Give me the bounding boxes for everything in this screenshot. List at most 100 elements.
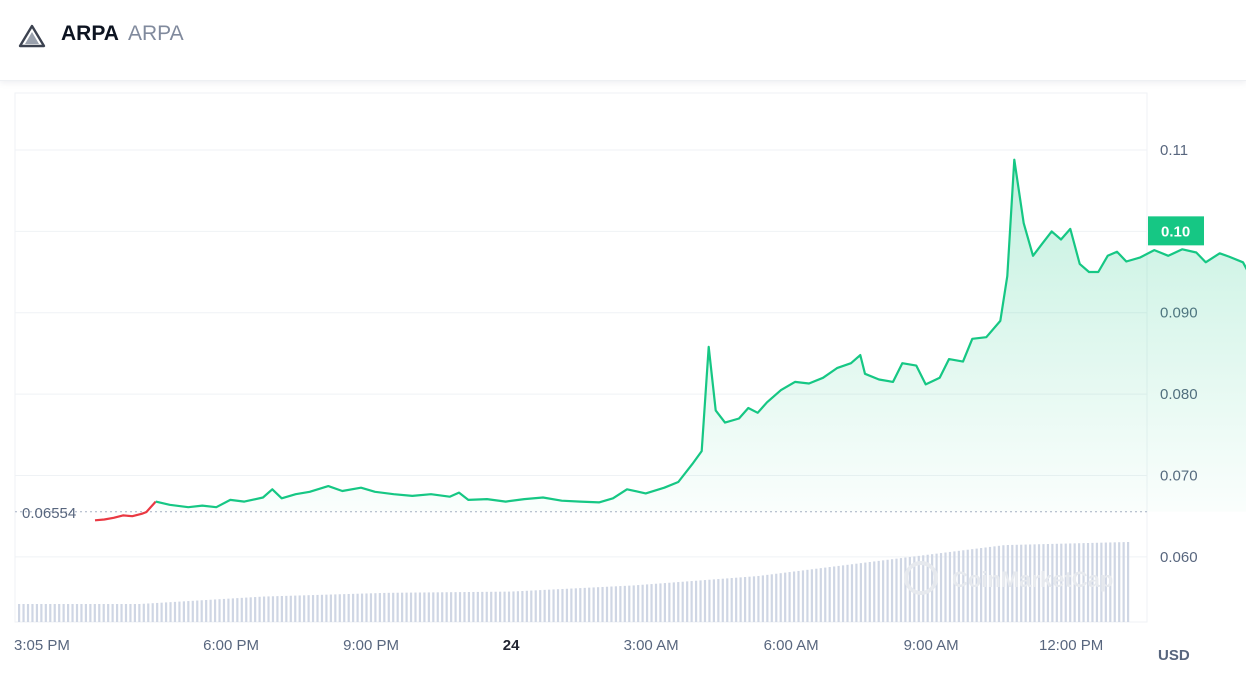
volume-bar (387, 592, 390, 622)
volume-bar (289, 595, 292, 622)
volume-bar (957, 550, 960, 622)
volume-bar (494, 591, 497, 622)
volume-bar (436, 592, 439, 622)
volume-bar (601, 586, 604, 622)
volume-bar (173, 601, 177, 622)
x-tick-label: 6:00 AM (764, 637, 819, 654)
volume-bar (254, 597, 257, 622)
volume-bar (899, 558, 903, 622)
volume-bar (739, 577, 742, 622)
volume-bar (1095, 542, 1099, 622)
volume-bar (22, 604, 25, 622)
volume-bar (610, 586, 613, 622)
volume-bar (1037, 544, 1041, 622)
volume-bar (227, 598, 230, 622)
volume-bar (129, 604, 132, 622)
volume-bar (939, 553, 943, 622)
volume-bar (775, 573, 778, 622)
volume-bar (824, 567, 827, 622)
volume-bar (730, 578, 733, 622)
volume-bar (1118, 542, 1121, 622)
volume-bar (49, 604, 52, 622)
volume-bar (592, 587, 595, 622)
volume-bar (703, 580, 707, 622)
x-tick-label: 3:00 PM (1183, 637, 1239, 654)
volume-bar (512, 591, 515, 622)
volume-bar (721, 578, 724, 622)
volume-bar (231, 598, 234, 622)
volume-bar (579, 588, 582, 622)
volume-bar (801, 570, 805, 622)
volume-bar (1100, 542, 1103, 622)
volume-bar (156, 602, 159, 622)
volume-bar (770, 574, 773, 622)
volume-bar (784, 572, 787, 622)
volume-bar (935, 553, 938, 622)
volume-bar (454, 592, 457, 622)
volume-bar (463, 592, 466, 622)
volume-bar (1002, 545, 1005, 622)
volume-bar (975, 548, 978, 622)
volume-bar (792, 571, 796, 622)
volume-bar (53, 604, 56, 622)
volume-bar (1109, 542, 1112, 622)
volume-bar (971, 549, 974, 622)
volume-bar (1006, 545, 1009, 622)
volume-bar (1122, 542, 1125, 622)
volume-bar (369, 593, 373, 622)
volume-bar (75, 604, 79, 622)
volume-bar (58, 604, 61, 622)
price-line-below (94, 500, 157, 522)
volume-bar (904, 557, 907, 622)
volume-bar (890, 559, 894, 622)
volume-bar (1069, 543, 1072, 622)
volume-bar (810, 569, 813, 622)
volume-bar (18, 604, 21, 622)
x-tick-label: 3:00 AM (624, 637, 679, 654)
volume-bar (797, 570, 800, 622)
y-tick-label: 0.11 (1160, 142, 1188, 159)
volume-bar (347, 593, 350, 622)
volume-bar (672, 582, 675, 622)
volume-bar (850, 564, 854, 622)
volume-bar (619, 586, 622, 622)
volume-bar (690, 581, 693, 622)
volume-bar (868, 562, 871, 622)
volume-bar (258, 596, 261, 622)
volume-bar (788, 572, 791, 622)
volume-bar (659, 583, 662, 622)
volume-bar (521, 590, 524, 622)
volume-bar (44, 604, 47, 622)
x-tick-label: 3:05 PM (14, 637, 70, 654)
volume-bar (142, 603, 145, 622)
volume-bar (766, 574, 769, 622)
volume-bar (1086, 543, 1090, 622)
volume-bar (596, 587, 600, 622)
volume-bar (213, 599, 217, 622)
volume-bar (588, 587, 591, 622)
volume-bar (1073, 543, 1076, 622)
volume-bar (316, 594, 319, 622)
volume-bar (650, 584, 653, 622)
volume-bar (401, 592, 404, 622)
volume-bar (1064, 543, 1067, 622)
x-tick-label: 9:00 AM (904, 637, 959, 654)
volume-bar (267, 596, 270, 622)
volume-bar (360, 593, 364, 622)
volume-bar (837, 565, 840, 622)
volume-bar (490, 591, 493, 622)
volume-bar (694, 580, 698, 622)
volume-bar (423, 592, 426, 622)
volume-bar (574, 588, 577, 622)
volume-bar (944, 552, 947, 622)
volume-bar (240, 597, 243, 622)
volume-bar (71, 604, 74, 622)
volume-bar (409, 592, 413, 622)
volume-bar (325, 594, 328, 622)
volume-bar (570, 588, 573, 622)
volume-bar (111, 604, 114, 622)
volume-bar (873, 561, 876, 622)
volume-bar (980, 548, 983, 622)
volume-bar (717, 579, 720, 622)
